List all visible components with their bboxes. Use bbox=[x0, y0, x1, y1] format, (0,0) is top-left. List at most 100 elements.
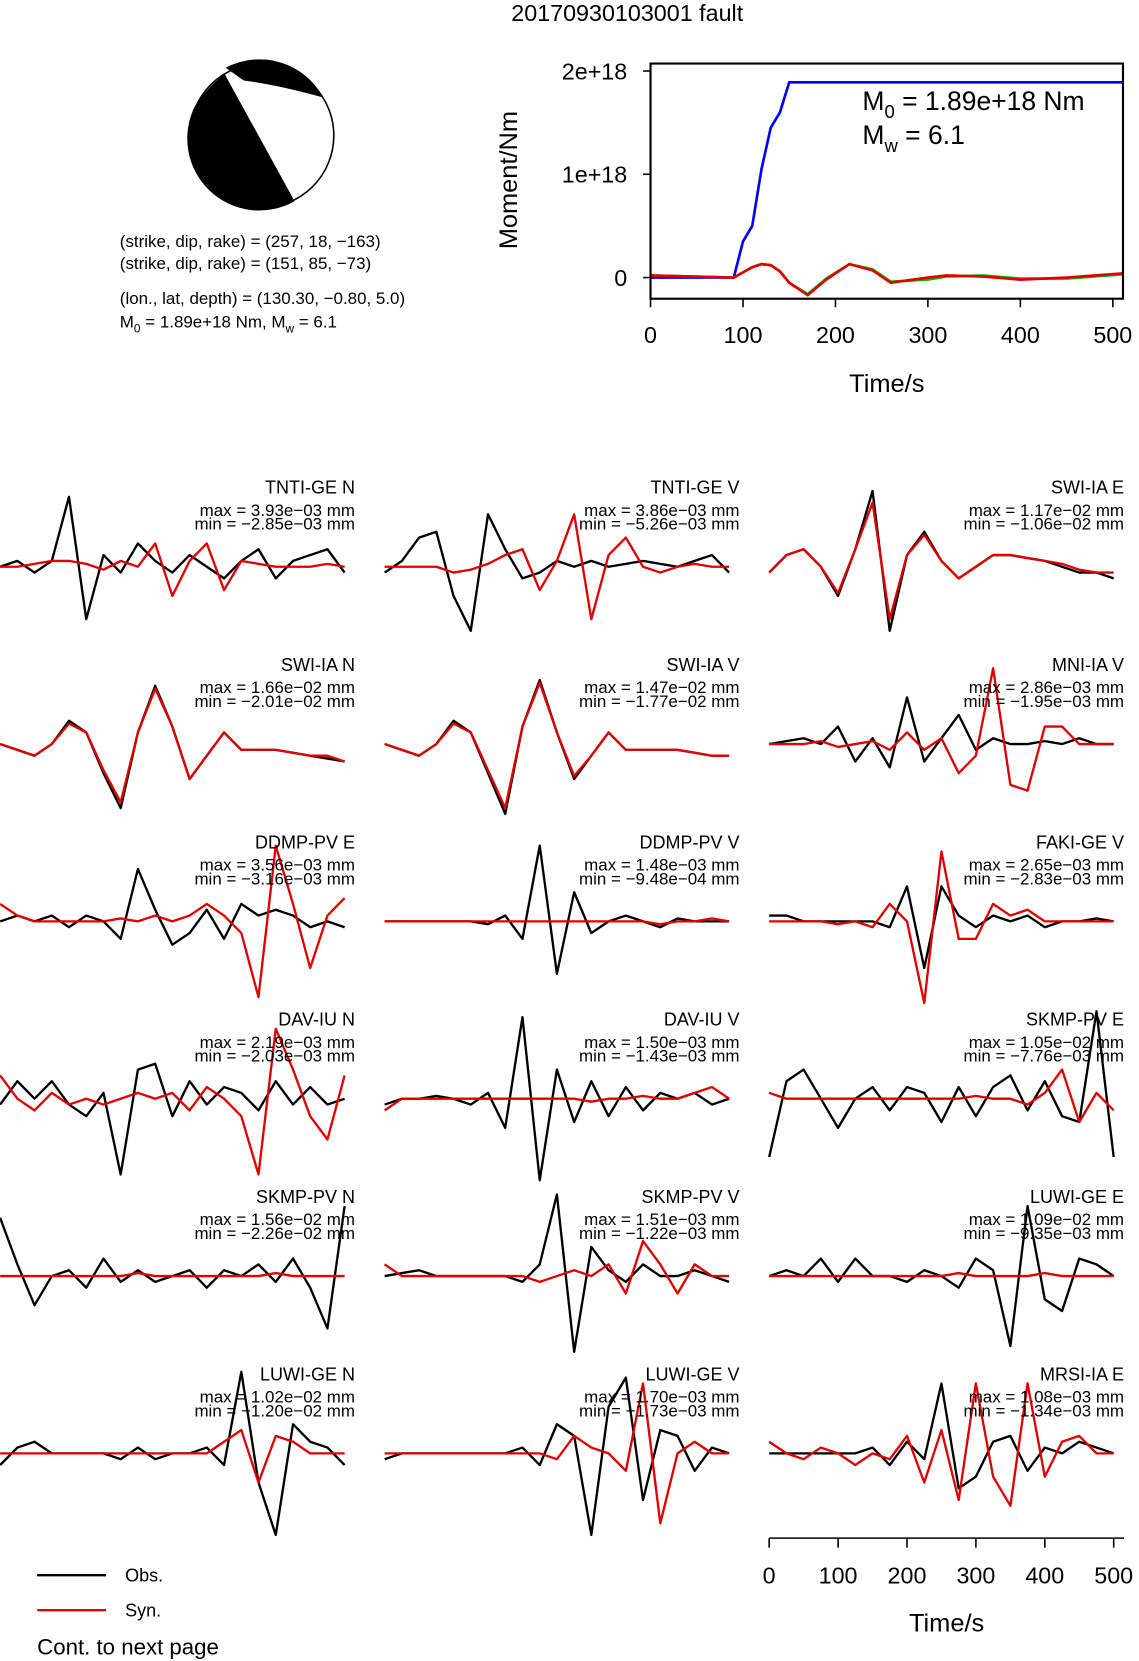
plot-frame bbox=[649, 62, 1125, 300]
station-label: SKMP-PV E bbox=[1026, 1010, 1124, 1030]
synthetic-trace bbox=[0, 844, 346, 999]
synthetic-trace bbox=[769, 667, 1114, 792]
station-label: LUWI-GE E bbox=[1030, 1187, 1124, 1207]
min-label: min = −1.34e−03 mm bbox=[964, 1401, 1125, 1420]
x-tick-label: 100 bbox=[819, 1563, 858, 1589]
moment-annotation: M0 = 1.89e+18 Nm bbox=[862, 86, 1084, 122]
max-label: max = 1.56e−02 mm bbox=[200, 1210, 355, 1229]
max-label: max = 1.05e−02 mm bbox=[969, 1033, 1124, 1052]
y-tick-label: 1e+18 bbox=[562, 162, 627, 188]
min-label: min = −7.76e−03 mm bbox=[964, 1047, 1125, 1066]
min-label: min = −5.26e−03 mm bbox=[579, 515, 740, 534]
min-label: min = −1.77e−02 mm bbox=[579, 692, 740, 711]
mechanism-moment-part: M bbox=[120, 312, 134, 331]
min-label: min = −1.95e−03 mm bbox=[964, 692, 1125, 711]
mechanism-moment: M0 = 1.89e+18 Nm, Mw = 6.1 bbox=[120, 312, 337, 335]
max-label: max = 1.02e−02 mm bbox=[200, 1388, 355, 1407]
station-label: SWI-IA V bbox=[667, 655, 740, 675]
synthetic-trace bbox=[769, 850, 1114, 1005]
x-tick-label: 500 bbox=[1093, 322, 1132, 348]
x-tick-label: 200 bbox=[888, 1563, 927, 1589]
station-label: DAV-IU N bbox=[278, 1010, 355, 1030]
mechanism-line: (strike, dip, rake) = (151, 85, −73) bbox=[120, 254, 371, 273]
max-label: max = 1.48e−03 mm bbox=[584, 856, 739, 875]
synthetic-trace bbox=[0, 542, 345, 598]
station-label: SKMP-PV N bbox=[256, 1187, 355, 1207]
x-tick-label: 500 bbox=[1094, 1563, 1133, 1589]
synthetic-trace bbox=[768, 501, 1114, 621]
synthetic-trace bbox=[0, 1428, 345, 1484]
station-label: LUWI-GE N bbox=[260, 1364, 355, 1384]
moment-annotation: Mw = 6.1 bbox=[862, 120, 964, 156]
station-label: TNTI-GE V bbox=[651, 478, 740, 498]
moment-annotation-part: M bbox=[862, 120, 884, 150]
station-label: DDMP-PV E bbox=[255, 832, 355, 852]
synthetic-trace bbox=[383, 1085, 730, 1112]
mechanism-moment-part: 0 bbox=[134, 321, 141, 335]
moment-line bbox=[650, 262, 1123, 297]
max-label: max = 2.19e−03 mm bbox=[200, 1033, 355, 1052]
mechanism-line: (strike, dip, rake) = (257, 18, −163) bbox=[120, 232, 381, 251]
max-label: max = 2.86e−03 mm bbox=[969, 678, 1124, 697]
station-label: DDMP-PV V bbox=[640, 832, 740, 852]
x-tick-label: 400 bbox=[1001, 322, 1040, 348]
x-tick-label: 300 bbox=[956, 1563, 995, 1589]
synthetic-trace bbox=[0, 687, 345, 804]
max-label: max = 1.51e−03 mm bbox=[584, 1210, 739, 1229]
synthetic-trace bbox=[384, 1382, 730, 1525]
observed-trace bbox=[768, 1010, 1115, 1158]
moment-annotation-part: w bbox=[883, 135, 898, 156]
synthetic-trace bbox=[768, 1068, 1115, 1124]
x-axis-label: Time/s bbox=[909, 1609, 984, 1637]
min-label: min = −2.85e−03 mm bbox=[194, 515, 355, 534]
min-label: min = −9.35e−03 mm bbox=[964, 1224, 1125, 1243]
synthetic-trace bbox=[384, 917, 730, 926]
page-title: 20170930103001 fault bbox=[511, 0, 743, 26]
beachball bbox=[187, 59, 335, 211]
max-label: max = 1.50e−03 mm bbox=[584, 1033, 739, 1052]
mechanism-moment-part: = 6.1 bbox=[294, 312, 337, 331]
observed-trace bbox=[384, 1015, 730, 1182]
min-label: min = −1.43e−03 mm bbox=[579, 1047, 740, 1066]
observed-trace bbox=[0, 1062, 345, 1176]
station-label: TNTI-GE N bbox=[265, 478, 355, 498]
y-tick-label: 0 bbox=[614, 265, 627, 291]
max-label: max = 3.56e−03 mm bbox=[200, 856, 355, 875]
x-tick-label: 400 bbox=[1025, 1563, 1064, 1589]
station-label: SWI-IA N bbox=[281, 655, 355, 675]
station-label: MRSI-IA E bbox=[1040, 1364, 1124, 1384]
synthetic-trace bbox=[384, 513, 730, 621]
max-label: max = 1.47e−02 mm bbox=[584, 678, 739, 697]
continuation-note: Cont. to next page bbox=[37, 1635, 219, 1660]
max-label: max = 1.70e−03 mm bbox=[584, 1388, 739, 1407]
mechanism-moment-part: = 1.89e+18 Nm, M bbox=[141, 312, 286, 331]
synthetic-trace bbox=[384, 681, 730, 810]
synthetic-trace bbox=[0, 1271, 345, 1278]
max-label: max = 1.17e−02 mm bbox=[969, 501, 1124, 520]
max-label: max = 3.86e−03 mm bbox=[584, 501, 739, 520]
synthetic-trace bbox=[769, 1271, 1114, 1278]
synthetic-trace bbox=[768, 1382, 1114, 1507]
station-label: LUWI-GE V bbox=[646, 1364, 740, 1384]
x-tick-label: 0 bbox=[644, 322, 657, 348]
x-axis-label: Time/s bbox=[849, 370, 924, 398]
x-tick-label: 100 bbox=[724, 322, 763, 348]
x-tick-label: 0 bbox=[763, 1563, 776, 1589]
max-label: max = 1.66e−02 mm bbox=[200, 678, 355, 697]
observed-trace bbox=[0, 867, 345, 946]
y-tick-label: 2e+18 bbox=[562, 58, 627, 84]
